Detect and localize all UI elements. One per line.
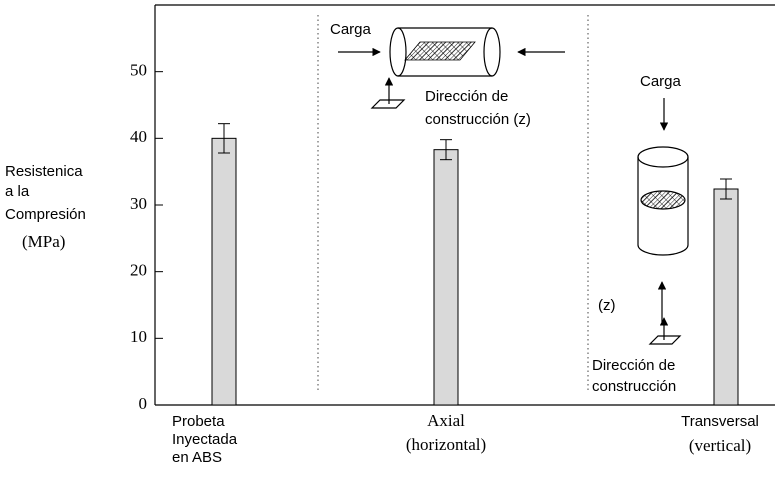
x-tick-label: Transversal xyxy=(681,413,759,430)
y-tick-label: 50 xyxy=(130,61,147,80)
y-tick-label: 30 xyxy=(130,194,147,213)
x-tick-label: Axial xyxy=(427,411,465,430)
y-label: Compresión xyxy=(5,206,86,223)
y-label: Resistenica xyxy=(5,163,83,180)
y-label: a la xyxy=(5,183,30,200)
x-tick-label: (vertical) xyxy=(689,436,751,455)
y-tick-label: 40 xyxy=(130,127,147,146)
y-tick-label: 10 xyxy=(130,327,147,346)
y-label: (MPa) xyxy=(22,232,65,251)
annotation: Carga xyxy=(640,73,682,90)
transversal-diagram xyxy=(638,98,688,344)
annotation: (z) xyxy=(598,297,616,314)
bar xyxy=(714,189,738,405)
x-tick-label: (horizontal) xyxy=(406,435,486,454)
annotation: construcción (z) xyxy=(425,111,531,128)
annotation: Carga xyxy=(330,21,372,38)
annotation: construcción xyxy=(592,378,676,395)
bar xyxy=(212,138,236,405)
annotation: Dirección de xyxy=(425,88,508,105)
x-tick-label: Probeta xyxy=(172,413,225,430)
bar xyxy=(434,150,458,405)
y-tick-label: 0 xyxy=(139,394,148,413)
x-tick-label: en ABS xyxy=(172,449,222,466)
y-tick-label: 20 xyxy=(130,261,147,280)
chart: Resistenica a la Compresión (MPa) Carga … xyxy=(0,0,775,477)
annotation: Dirección de xyxy=(592,357,675,374)
x-tick-label: Inyectada xyxy=(172,431,238,448)
